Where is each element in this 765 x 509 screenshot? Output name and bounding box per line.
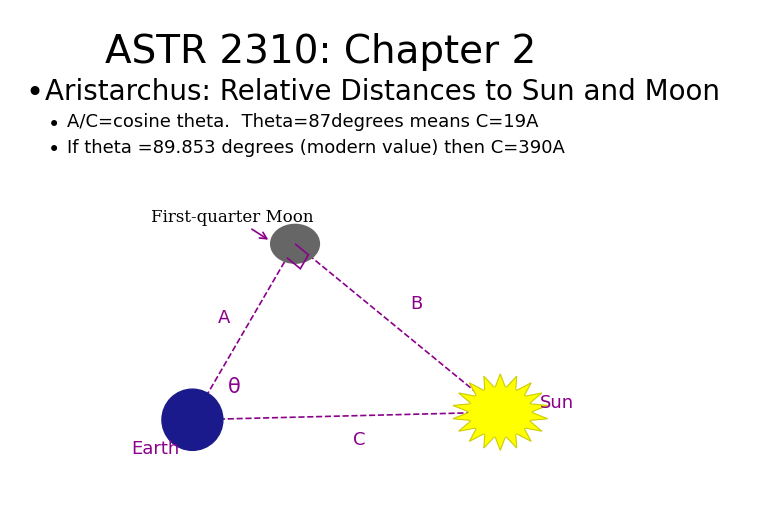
Text: C: C — [353, 430, 365, 448]
Text: θ: θ — [228, 376, 240, 396]
Text: Earth: Earth — [132, 439, 180, 457]
Text: First-quarter Moon: First-quarter Moon — [151, 209, 313, 239]
Text: If theta =89.853 degrees (modern value) then C=390A: If theta =89.853 degrees (modern value) … — [67, 138, 565, 156]
Text: •: • — [26, 79, 44, 108]
Text: B: B — [411, 294, 423, 312]
Ellipse shape — [162, 389, 223, 450]
Text: Aristarchus: Relative Distances to Sun and Moon: Aristarchus: Relative Distances to Sun a… — [45, 77, 720, 105]
Polygon shape — [453, 374, 548, 450]
Text: ASTR 2310: Chapter 2: ASTR 2310: Chapter 2 — [105, 33, 536, 71]
Circle shape — [470, 388, 531, 437]
Circle shape — [271, 225, 320, 264]
Text: A: A — [218, 308, 230, 326]
Text: •: • — [48, 115, 60, 134]
Text: A/C=cosine theta.  Theta=87degrees means C=19A: A/C=cosine theta. Theta=87degrees means … — [67, 113, 539, 131]
Text: •: • — [48, 140, 60, 160]
Text: Sun: Sun — [540, 393, 575, 411]
